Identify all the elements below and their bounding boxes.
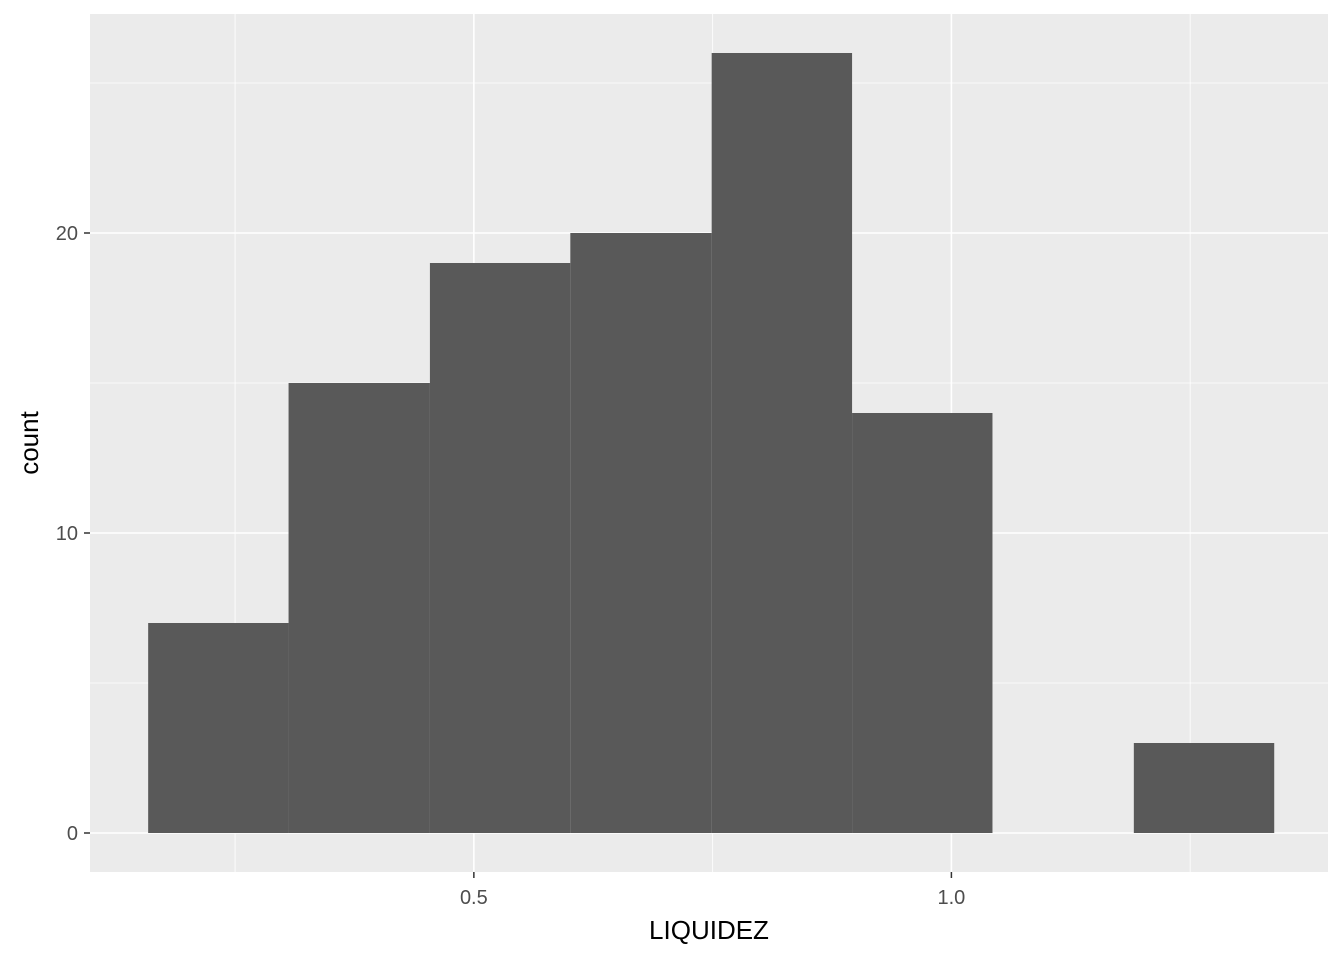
y-axis-title: count [14,410,44,474]
x-axis-title: LIQUIDEZ [649,915,769,945]
y-tick-label: 20 [56,223,78,245]
histogram-bar-3 [429,263,571,833]
x-tick-label: 1.0 [937,887,965,909]
histogram-bar-4 [570,233,712,833]
y-tick-label: 10 [56,523,78,545]
axis-ticks: 0.5 1.0 0 10 20 [56,223,966,909]
histogram-bar-5 [711,53,853,833]
histogram-bar-6 [852,413,993,833]
y-tick-label: 0 [67,823,78,845]
histogram-bar-8 [1133,743,1275,833]
bars-group [148,53,1275,833]
histogram-bar-1 [148,623,289,833]
x-tick-label: 0.5 [460,887,488,909]
histogram-bar-2 [288,383,430,833]
